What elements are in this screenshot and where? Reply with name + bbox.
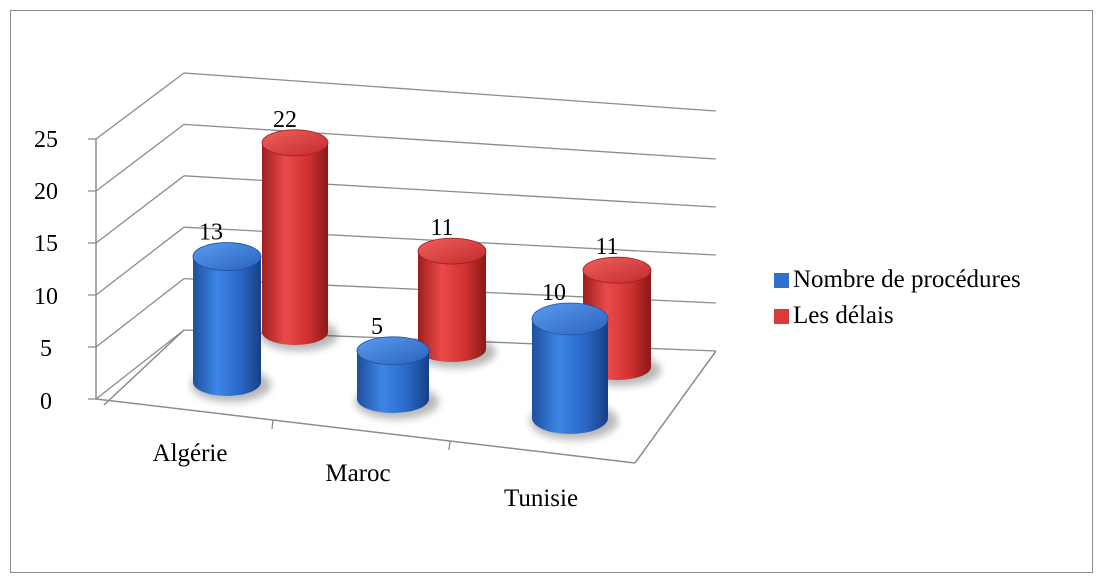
category-tick-0 xyxy=(271,419,274,430)
category-tick-1 xyxy=(448,440,451,451)
floor-back-edge xyxy=(103,329,185,406)
gridline-left-5 xyxy=(95,278,185,348)
cylinder-body xyxy=(357,350,429,413)
cylinder-delais-1 xyxy=(416,237,496,368)
cylinder-body xyxy=(532,319,608,434)
floor-front-edge xyxy=(95,398,636,464)
value-label-delais-0: 22 xyxy=(273,107,297,133)
chart-frame xyxy=(10,10,1093,573)
gridline-left-15 xyxy=(95,175,185,244)
gridline-left-25 xyxy=(95,72,185,140)
y-tick-25: 25 xyxy=(34,127,58,153)
value-label-delais-2: 11 xyxy=(595,234,618,260)
y-tick-0: 0 xyxy=(40,389,52,415)
y-axis-ticks: 0 5 10 15 20 25 xyxy=(34,127,58,415)
cylinder-top xyxy=(582,256,652,284)
value-label-delais-1: 11 xyxy=(430,215,453,241)
value-label-procedures-2: 10 xyxy=(542,280,566,306)
gridline-back-20 xyxy=(183,123,717,160)
legend-item-delais: Les délais xyxy=(774,298,1021,334)
cylinder-procedures-0 xyxy=(191,242,271,402)
cylinders xyxy=(191,129,661,440)
x-axis-labels: Algérie Maroc Tunisie xyxy=(153,440,579,512)
category-label-tunisie: Tunisie xyxy=(504,485,578,512)
floor-right-edge xyxy=(634,350,717,464)
cylinder-top xyxy=(192,242,262,271)
legend-swatch-blue xyxy=(774,272,789,288)
cylinder-top xyxy=(417,237,487,265)
value-label-procedures-0: 13 xyxy=(199,220,223,246)
chart-walls xyxy=(95,139,717,464)
cylinder-body xyxy=(262,142,328,345)
y-tick-10: 10 xyxy=(34,284,58,310)
gridline-left-10 xyxy=(95,226,185,296)
y-tick-20: 20 xyxy=(34,179,58,205)
legend-label-procedures: Nombre de procédures xyxy=(793,266,1021,293)
gridline-back-25 xyxy=(183,72,717,112)
data-labels: 22 11 11 13 5 10 xyxy=(199,107,619,340)
cylinder-top xyxy=(356,336,430,366)
cylinder-delais-0 xyxy=(260,129,338,351)
category-ticks xyxy=(271,419,451,451)
category-label-algerie: Algérie xyxy=(153,440,228,467)
gridline-left-0 xyxy=(95,329,185,400)
value-label-procedures-1: 5 xyxy=(371,314,383,340)
cylinder-top xyxy=(261,129,329,157)
category-label-maroc: Maroc xyxy=(325,460,390,487)
legend-item-procedures: Nombre de procédures xyxy=(774,262,1021,298)
legend-label-delais: Les délais xyxy=(793,302,894,329)
cylinder-top xyxy=(531,302,609,336)
cylinder-body xyxy=(193,256,261,396)
y-tick-15: 15 xyxy=(34,231,58,257)
legend: Nombre de procédures Les délais xyxy=(774,262,1021,334)
cylinder-procedures-1 xyxy=(355,336,439,419)
legend-swatch-red xyxy=(774,308,789,324)
cylinder-procedures-2 xyxy=(530,302,618,440)
y-tick-5: 5 xyxy=(40,336,52,362)
cylinder-body xyxy=(418,251,486,362)
gridline-left-20 xyxy=(95,123,185,192)
